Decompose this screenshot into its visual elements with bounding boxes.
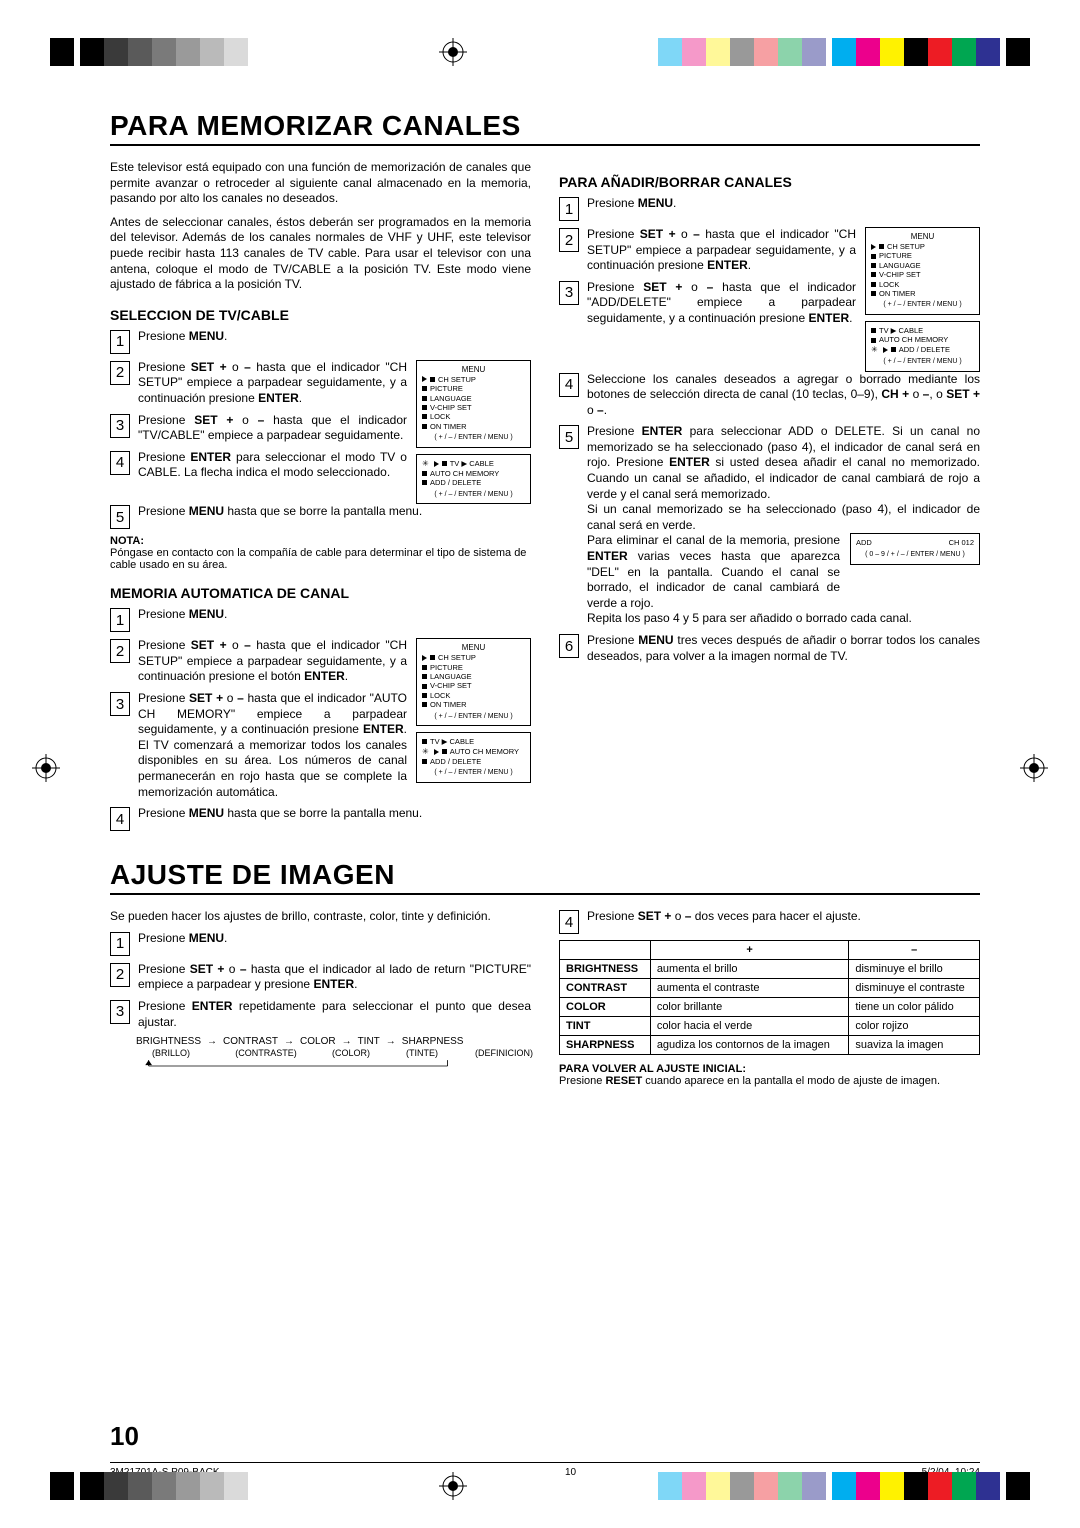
step-text: Presione SET + o – hasta que el indicado… xyxy=(587,227,856,274)
subhead-memoria: MEMORIA AUTOMATICA DE CANAL xyxy=(110,585,531,601)
black-square xyxy=(1006,38,1030,66)
step-number: 5 xyxy=(559,425,579,449)
registration-mark-icon xyxy=(1020,754,1048,782)
reset-text: Presione RESET cuando aparece en la pant… xyxy=(559,1075,940,1087)
black-square xyxy=(1006,1472,1030,1500)
gray-bar-wrap xyxy=(50,38,248,66)
cmyk-dim-bar xyxy=(658,1472,826,1500)
step-number: 4 xyxy=(110,807,130,831)
step-number: 6 xyxy=(559,634,579,658)
step-number: 2 xyxy=(110,639,130,663)
step-number: 4 xyxy=(559,373,579,397)
step-text: Presione SET + o – hasta que el indicado… xyxy=(138,413,407,444)
reset-block: PARA VOLVER AL AJUSTE INICIAL: Presione … xyxy=(559,1063,980,1087)
step-text: Presione MENU. xyxy=(138,931,531,947)
step-number: 2 xyxy=(110,361,130,385)
step-text: Presione SET + o – hasta que el indicado… xyxy=(138,360,407,407)
adjust-table: +–BRIGHTNESSaumenta el brillodisminuye e… xyxy=(559,940,980,1055)
registration-mark-icon xyxy=(32,754,60,782)
step-text: Presione ENTER para seleccionar el modo … xyxy=(138,450,407,481)
menu-diagram-main: MENUCH SETUPPICTURELANGUAGEV-CHIP SETLOC… xyxy=(865,227,980,315)
step-text: Presione SET + o – hasta que el indicado… xyxy=(138,691,407,800)
step-number: 3 xyxy=(559,281,579,305)
adj-intro: Se pueden hacer los ajustes de brillo, c… xyxy=(110,909,531,925)
page-number: 10 xyxy=(110,1421,139,1452)
left-column-adj: Se pueden hacer los ajustes de brillo, c… xyxy=(110,909,531,1087)
step-number: 1 xyxy=(110,330,130,354)
right-column-adj: 4 Presione SET + o – dos veces para hacer… xyxy=(559,909,980,1087)
print-marks-top xyxy=(0,38,1080,66)
step-text: Presione ENTER para seleccionar ADD o DE… xyxy=(587,424,980,627)
registration-mark-icon xyxy=(439,38,467,66)
black-square xyxy=(50,38,74,66)
intro-1: Este televisor está equipado con una fun… xyxy=(110,160,531,207)
heading-ajuste: AJUSTE DE IMAGEN xyxy=(110,859,980,895)
reset-label: PARA VOLVER AL AJUSTE INICIAL: xyxy=(559,1063,746,1075)
step-number: 5 xyxy=(110,505,130,529)
gray-bar xyxy=(80,1472,248,1500)
step-text: Presione MENU. xyxy=(138,329,531,345)
step-text: Presione MENU. xyxy=(587,196,980,212)
subhead-tvcable: SELECCION DE TV/CABLE xyxy=(110,307,531,323)
step-number: 1 xyxy=(559,197,579,221)
step-text: Presione ENTER repetidamente para selecc… xyxy=(138,999,531,1030)
cmyk-bar xyxy=(832,38,1000,66)
step-text: Seleccione los canales deseados a agrega… xyxy=(587,372,980,419)
menu-diagram-tv: ✳TV ▶ CABLEAUTO CH MEMORYADD / DELETE( +… xyxy=(416,454,531,505)
step-text: Presione SET + o – dos veces para hacer … xyxy=(587,909,980,925)
registration-mark-icon xyxy=(439,1472,467,1500)
step-text: Presione MENU hasta que se borre la pant… xyxy=(138,504,531,520)
step-number: 3 xyxy=(110,692,130,716)
nota-label: NOTA: xyxy=(110,535,144,547)
left-column: Este televisor está equipado con una fun… xyxy=(110,160,531,837)
print-marks-bottom xyxy=(0,1472,1080,1500)
nota-text: Póngase en contacto con la compañía de c… xyxy=(110,547,526,571)
step-text: Presione MENU hasta que se borre la pant… xyxy=(138,806,531,822)
step-text: Presione SET + o – hasta que el indicado… xyxy=(587,280,856,327)
step-number: 2 xyxy=(559,228,579,252)
step-text: Presione MENU tres veces después de añad… xyxy=(587,633,980,664)
step-text: Presione SET + o – hasta que el indicado… xyxy=(138,638,407,685)
step-number: 4 xyxy=(110,451,130,475)
gray-bar xyxy=(80,38,248,66)
step-number: 1 xyxy=(110,932,130,956)
subhead-anadir: PARA AÑADIR/BORRAR CANALES xyxy=(559,174,980,190)
color-bar-wrap xyxy=(658,1472,1030,1500)
step-number: 3 xyxy=(110,1000,130,1024)
step-number: 4 xyxy=(559,910,579,934)
intro-2: Antes de seleccionar canales, éstos debe… xyxy=(110,215,531,293)
right-column: PARA AÑADIR/BORRAR CANALES 1 Presione MEN… xyxy=(559,160,980,837)
step-number: 1 xyxy=(110,608,130,632)
step-number: 2 xyxy=(110,963,130,987)
menu-diagram-tv: TV ▶ CABLEAUTO CH MEMORY✳ADD / DELETE( +… xyxy=(865,321,980,372)
cmyk-dim-bar xyxy=(658,38,826,66)
color-bar-wrap xyxy=(658,38,1030,66)
gray-bar-wrap xyxy=(50,1472,248,1500)
step-text: Presione SET + o – hasta que el indicado… xyxy=(138,962,531,993)
black-square xyxy=(50,1472,74,1500)
menu-diagram-tv: TV ▶ CABLE✳AUTO CH MEMORYADD / DELETE( +… xyxy=(416,732,531,783)
menu-diagram-main: MENUCH SETUPPICTURELANGUAGEV-CHIP SETLOC… xyxy=(416,360,531,448)
menu-diagram-add: ADDCH 012( 0 – 9 / + / – / ENTER / MENU … xyxy=(850,533,980,564)
heading-memorizar: PARA MEMORIZAR CANALES xyxy=(110,110,980,146)
cmyk-bar xyxy=(832,1472,1000,1500)
nota-block: NOTA:Póngase en contacto con la compañía… xyxy=(110,535,531,571)
step-number: 3 xyxy=(110,414,130,438)
step-text: Presione MENU. xyxy=(138,607,531,623)
page-body: PARA MEMORIZAR CANALES Este televisor es… xyxy=(110,110,980,1087)
flow-diagram: BRIGHTNESS→CONTRAST→COLOR→TINT→SHARPNESS… xyxy=(136,1036,531,1072)
menu-diagram-main: MENUCH SETUPPICTURELANGUAGEV-CHIP SETLOC… xyxy=(416,638,531,726)
